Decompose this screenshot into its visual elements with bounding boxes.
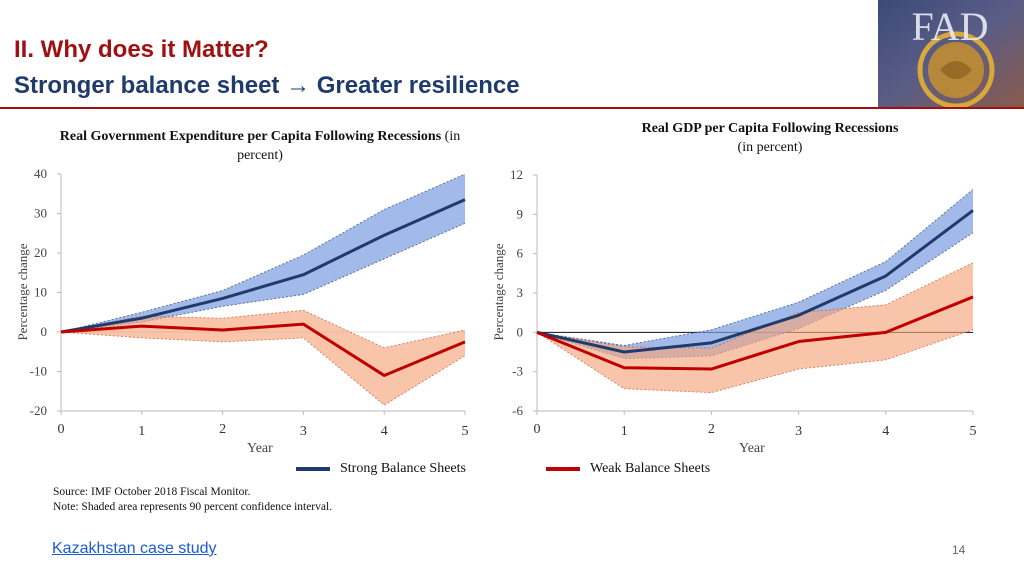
right-chart-title: Real GDP per Capita Following Recessions… <box>560 119 980 157</box>
page-number: 14 <box>952 543 966 557</box>
left-x-tick-label: 4 <box>381 424 388 439</box>
left-x-tick-label: 3 <box>300 424 307 439</box>
right-y-tick-label: -6 <box>512 403 523 418</box>
logo-text: FAD <box>911 4 988 49</box>
right-strong-upper-bound <box>536 189 974 346</box>
right-y-tick-label: 0 <box>517 324 524 339</box>
right-y-tick-label: 9 <box>517 206 524 221</box>
left-y-tick-label: -10 <box>30 364 47 379</box>
left-x-tick-label: 1 <box>138 424 145 439</box>
legend-weak-swatch <box>546 467 580 471</box>
left-chart-title-bold: Real Government Expenditure per Capita F… <box>59 129 442 144</box>
right-chart-title-bold: Real GDP per Capita Following Recessions <box>641 121 899 136</box>
left-strong-confidence-band <box>61 174 465 332</box>
left-strong-lower-bound <box>60 222 466 333</box>
right-y-tick-label: 12 <box>510 167 523 182</box>
right-strong-line <box>536 209 974 354</box>
right-x-tick-label: 2 <box>708 422 715 437</box>
right-y-tick-label: -3 <box>512 364 523 379</box>
left-weak-confidence-band <box>61 310 465 406</box>
kazakhstan-case-study-link[interactable]: Kazakhstan case study <box>52 540 217 557</box>
legend-strong-swatch <box>296 467 330 471</box>
right-weak-upper-bound <box>536 262 974 349</box>
legend-weak: Weak Balance Sheets <box>546 461 710 477</box>
left-y-tick-label: 20 <box>34 245 47 260</box>
slide-title-line1: II. Why does it Matter? <box>14 36 269 63</box>
ci-note: Note: Shaded area represents 90 percent … <box>53 501 333 513</box>
header-divider <box>0 107 1024 109</box>
left-x-axis-label: Year <box>247 441 273 456</box>
left-x-tick-label: 2 <box>219 422 226 437</box>
left-weak-upper-bound <box>60 309 466 349</box>
left-weak-line <box>60 322 466 377</box>
legend-weak-label: Weak Balance Sheets <box>590 461 711 476</box>
source-note: Source: IMF October 2018 Fiscal Monitor. <box>53 486 251 498</box>
logo-graphic: FAD <box>878 0 1024 107</box>
right-x-tick-label: 0 <box>534 422 541 437</box>
right-y-tick-label: 3 <box>517 285 524 300</box>
left-x-tick-label: 0 <box>58 422 65 437</box>
left-y-tick-label: 30 <box>34 206 47 221</box>
right-y-tick-label: 6 <box>517 246 524 261</box>
slide-title-line2: Stronger balance sheet → Greater resilie… <box>14 72 520 99</box>
right-x-tick-label: 5 <box>970 424 977 439</box>
legend-strong: Strong Balance Sheets <box>296 461 466 477</box>
right-weak-line <box>536 295 974 371</box>
left-y-tick-label: 40 <box>34 166 47 181</box>
fad-imf-logo: FAD <box>878 0 1024 107</box>
left-y-tick-label: 0 <box>41 324 48 339</box>
right-x-tick-label: 4 <box>882 424 889 439</box>
left-y-tick-label: 10 <box>34 285 47 300</box>
right-weak-lower-bound <box>536 329 974 394</box>
left-y-tick-label: -20 <box>30 403 47 418</box>
right-x-tick-label: 1 <box>621 424 628 439</box>
left-x-tick-label: 5 <box>462 424 469 439</box>
left-chart-title-unit: (in percent) <box>237 129 461 163</box>
right-weak-confidence-band <box>537 262 973 393</box>
right-chart-title-unit: (in percent) <box>737 140 803 155</box>
left-chart-title: Real Government Expenditure per Capita F… <box>40 127 480 165</box>
legend-strong-label: Strong Balance Sheets <box>340 461 466 476</box>
left-strong-line <box>60 198 466 334</box>
right-x-axis-label: Year <box>739 441 765 456</box>
right-x-tick-label: 3 <box>795 424 802 439</box>
left-strong-upper-bound <box>60 173 466 333</box>
